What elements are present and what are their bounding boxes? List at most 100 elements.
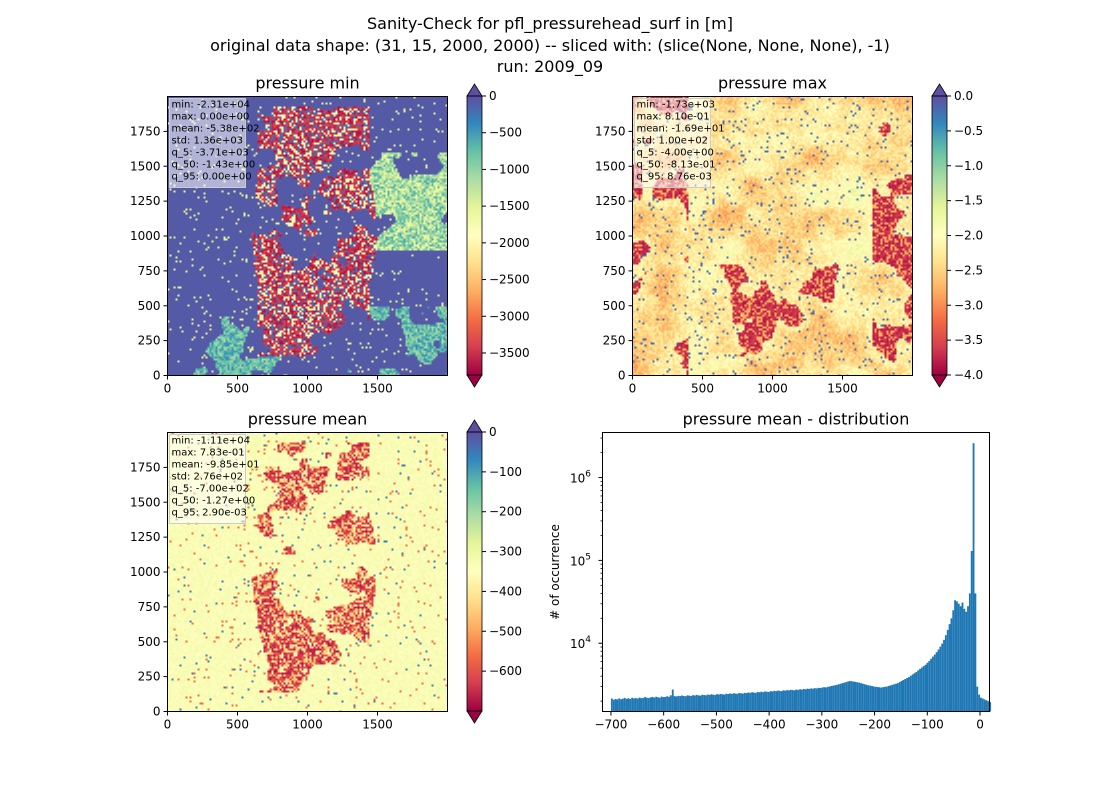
stats-box xyxy=(169,434,246,524)
colorbar-tick-label: −1000 xyxy=(489,162,530,176)
colorbar-tick-label: −200 xyxy=(489,505,522,519)
stats-line: std: 1.00e+02 xyxy=(637,136,709,147)
histogram-bar xyxy=(850,681,853,712)
histogram-bar xyxy=(804,689,807,712)
histogram-bar xyxy=(751,692,754,712)
x-tick-label: 1000 xyxy=(292,718,323,732)
y-tick-label: 1250 xyxy=(595,194,626,208)
histogram-bar xyxy=(836,684,838,712)
x-tick-label: −300 xyxy=(805,718,838,732)
colorbar-tick-label: −1.5 xyxy=(954,194,983,208)
histogram-bar xyxy=(729,693,731,712)
histogram-bar xyxy=(952,610,955,712)
y-tick-label: 0 xyxy=(153,705,161,719)
stats-line: q_5: -4.00e+00 xyxy=(637,148,714,159)
figure-title-line-1: Sanity-Check for pfl_pressurehead_surf i… xyxy=(367,14,733,34)
histogram-bar xyxy=(981,698,984,712)
histogram-bar xyxy=(773,690,776,712)
histogram-bar xyxy=(970,550,973,712)
histogram-bar xyxy=(765,691,768,712)
colorbar-frame xyxy=(466,95,483,376)
histogram-bar xyxy=(645,697,648,712)
y-tick-label: 106 xyxy=(570,470,591,486)
histogram-bar xyxy=(791,690,794,712)
y-tick-label: 1250 xyxy=(130,194,161,208)
histogram-bar xyxy=(891,684,894,712)
histogram-bar xyxy=(760,691,763,712)
histogram-bar xyxy=(612,699,615,712)
histogram-bar xyxy=(669,695,672,712)
x-tick-label: 0 xyxy=(629,382,637,396)
histogram-bar xyxy=(682,695,685,712)
histogram-bar xyxy=(758,692,761,712)
histogram-bar xyxy=(614,699,617,712)
histogram-bar xyxy=(893,684,896,712)
histogram-bar xyxy=(861,683,864,712)
colorbar-tick-label: −400 xyxy=(489,584,522,598)
colorbar-gradient xyxy=(932,96,947,375)
histogram-bar xyxy=(706,694,709,712)
histogram-bar xyxy=(956,601,958,712)
colorbar-tick-label: −3000 xyxy=(489,309,530,323)
y-tick-label: 104 xyxy=(570,635,591,651)
histogram-bar xyxy=(649,697,652,712)
histogram-bar xyxy=(710,694,713,712)
colorbar-tick-label: −600 xyxy=(489,664,522,678)
histogram-bar xyxy=(633,698,635,712)
histogram-bar xyxy=(913,673,916,712)
stats-line: min: -1.73e+03 xyxy=(637,100,716,111)
y-tick-label: 1250 xyxy=(130,530,161,544)
histogram-bar xyxy=(727,693,730,712)
histogram-bar xyxy=(961,602,964,712)
histogram-bar xyxy=(740,693,742,712)
x-tick-label: 500 xyxy=(226,718,249,732)
histogram-bar xyxy=(799,689,802,712)
colorbar-tick-label: 0 xyxy=(489,425,497,439)
histogram-bar xyxy=(640,698,643,712)
panel-pressure-min: pressure min 0 500 1000 1500 0 250 500 750 1000 12… xyxy=(130,74,530,396)
histogram-bar xyxy=(629,699,632,712)
histogram-bar xyxy=(930,658,933,712)
histogram-bar xyxy=(736,693,739,712)
histogram-bar xyxy=(943,639,945,712)
histogram-bar xyxy=(957,603,960,712)
histogram-bar xyxy=(681,695,683,712)
y-tick-label: 1500 xyxy=(130,159,161,173)
histogram-bar xyxy=(786,690,789,712)
histogram-bar xyxy=(756,691,759,712)
histogram-bar xyxy=(693,695,696,712)
figure-title-line-2: original data shape: (31, 15, 2000, 2000… xyxy=(210,36,890,55)
x-tick-label: −400 xyxy=(753,718,786,732)
colorbar-gradient xyxy=(467,432,482,711)
y-tick-label: 0 xyxy=(618,369,626,383)
histogram-bar xyxy=(920,667,923,712)
histogram-bar xyxy=(863,684,866,712)
histogram-bar xyxy=(908,677,910,712)
histogram-bar xyxy=(885,686,888,712)
histogram-bar xyxy=(610,698,613,712)
x-tick-label: 1500 xyxy=(362,718,393,732)
y-tick-label: 1750 xyxy=(130,124,161,138)
colorbar-tick-label: −2.5 xyxy=(954,263,983,277)
histogram-bar xyxy=(749,692,752,712)
histogram-bar xyxy=(887,685,890,712)
y-tick-label: 250 xyxy=(138,334,161,348)
histogram-bar xyxy=(837,684,840,712)
histogram-bar xyxy=(638,697,641,712)
histogram-bar xyxy=(900,681,903,712)
histogram-bar xyxy=(860,683,862,712)
histogram-bar xyxy=(795,689,798,712)
histogram-bar xyxy=(688,695,691,712)
histogram-bar xyxy=(978,694,981,712)
histogram-bar xyxy=(721,694,724,712)
histogram-bar xyxy=(980,697,982,712)
histogram-bar xyxy=(620,699,623,712)
histogram-bar xyxy=(823,687,825,712)
histogram-bar xyxy=(784,690,787,712)
histogram-bar xyxy=(946,629,949,712)
stats-line: min: -2.31e+04 xyxy=(172,100,251,111)
stats-line: q_95: 8.76e-03 xyxy=(637,172,712,183)
axes-frame xyxy=(602,432,990,712)
y-tick-label: 250 xyxy=(603,334,626,348)
histogram-bar xyxy=(627,698,630,712)
